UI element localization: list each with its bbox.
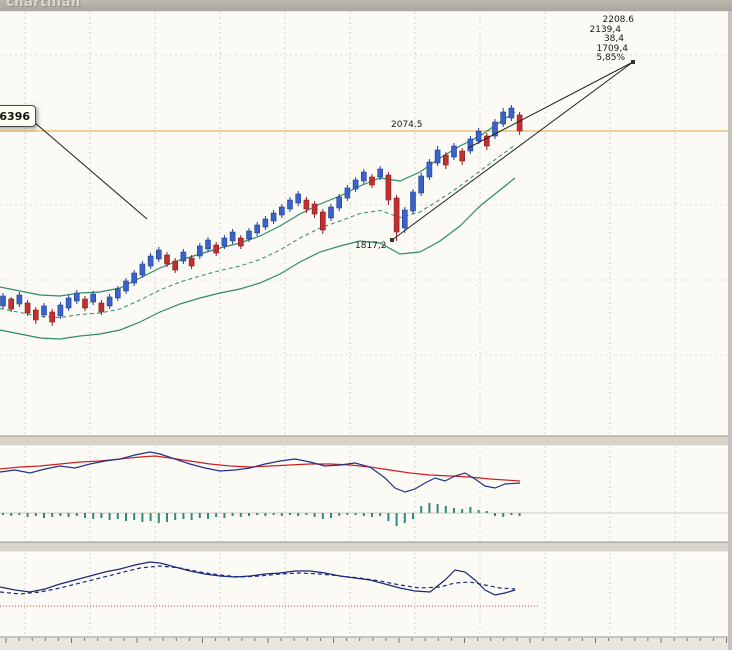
candle-body	[467, 138, 474, 152]
candle-body	[270, 212, 277, 222]
candle-body	[377, 168, 384, 178]
fib-label: 38,4	[603, 34, 624, 45]
candle-body	[180, 251, 187, 262]
candle-body	[164, 254, 170, 265]
fib-label: 2208.6	[602, 15, 635, 25]
fib-label: 5,85%	[596, 53, 625, 64]
fib-labels: 2208.6 2139,4 38,4 1709,4 5,85%	[552, 15, 635, 64]
candle-body	[8, 298, 14, 310]
window-right-border	[728, 0, 732, 650]
candle-body	[82, 298, 88, 309]
anchor-marker	[390, 238, 394, 242]
time-axis-bg	[0, 637, 732, 650]
stoch-signal-line	[0, 565, 516, 595]
candle-body	[57, 304, 64, 317]
candle-body	[295, 193, 302, 204]
candle-body	[16, 294, 23, 305]
price-label-swing-low: 1817,2	[355, 241, 387, 251]
candle-body	[221, 237, 228, 247]
candle-body	[426, 161, 433, 178]
candle-body	[360, 171, 367, 182]
candle-body	[106, 296, 113, 307]
candle-body	[115, 288, 121, 299]
candle-body	[123, 280, 129, 292]
bollinger-upper-band	[0, 111, 516, 297]
candle-body	[303, 199, 310, 210]
candle-body	[41, 305, 47, 316]
candle-body	[238, 237, 244, 247]
candle-body	[492, 121, 498, 137]
stoch-panel-bg	[0, 552, 732, 637]
candle-body	[344, 187, 351, 199]
candle-body	[434, 149, 441, 164]
candle-body	[205, 239, 211, 250]
macd-main-line	[0, 451, 521, 493]
candle-body	[90, 293, 96, 303]
title-bar[interactable]: chartillan	[0, 0, 732, 11]
candle-body	[131, 272, 137, 284]
candle-body	[74, 292, 80, 302]
main-chart-bg	[0, 12, 732, 436]
callout-line	[33, 121, 148, 220]
candle-body	[147, 255, 154, 267]
candle-body	[475, 130, 482, 142]
candle-body	[508, 107, 515, 119]
candle-body	[418, 175, 425, 194]
candle-body	[393, 197, 400, 233]
panel-separator	[0, 542, 732, 552]
macd-signal-line	[0, 455, 521, 482]
trend-line	[467, 61, 634, 149]
candle-body	[319, 211, 326, 231]
candle-body	[500, 111, 507, 125]
candle-body	[385, 174, 392, 201]
candle-body	[442, 154, 449, 166]
candle-body	[336, 196, 343, 209]
candle-body	[262, 218, 269, 228]
candle-body	[287, 199, 293, 210]
stoch-main-line	[0, 561, 516, 596]
candle-body	[483, 135, 490, 147]
candle-body	[410, 191, 416, 212]
candle-body	[401, 209, 408, 229]
fib-label: 1709,4	[596, 43, 629, 54]
trend-line	[391, 61, 634, 241]
candle-body	[172, 260, 178, 271]
panel-separator	[0, 436, 732, 446]
candle-body	[197, 245, 203, 257]
fib-label: 2139,4	[589, 24, 622, 35]
candle-body	[459, 150, 466, 162]
candle-body	[139, 263, 146, 276]
candle-body	[311, 203, 318, 215]
anchor-marker	[631, 60, 635, 64]
candle-body	[156, 249, 162, 260]
candle-body	[516, 114, 523, 132]
candle-body	[188, 257, 195, 267]
candle-body	[254, 224, 260, 234]
candle-body	[328, 206, 334, 219]
candle-body	[24, 302, 31, 314]
candle-body	[213, 244, 219, 254]
bollinger-middle-band	[0, 144, 516, 319]
candle-body	[451, 145, 457, 158]
candle-body	[229, 231, 236, 242]
window-title: chartillan	[6, 0, 81, 10]
price-label-current: 2074.5	[391, 120, 423, 130]
bollinger-lower-band	[0, 177, 516, 340]
candle-body	[32, 309, 39, 321]
candle-body	[369, 176, 375, 186]
candle-body	[246, 230, 252, 240]
candle-body	[0, 295, 6, 307]
candle-body	[278, 206, 285, 216]
candle-body	[352, 179, 359, 190]
candle-body	[65, 297, 72, 309]
price-callout[interactable]: ,6396	[0, 105, 36, 127]
candle-body	[49, 311, 56, 323]
price-callout-text: ,6396	[0, 109, 30, 123]
candle-body	[98, 302, 105, 313]
